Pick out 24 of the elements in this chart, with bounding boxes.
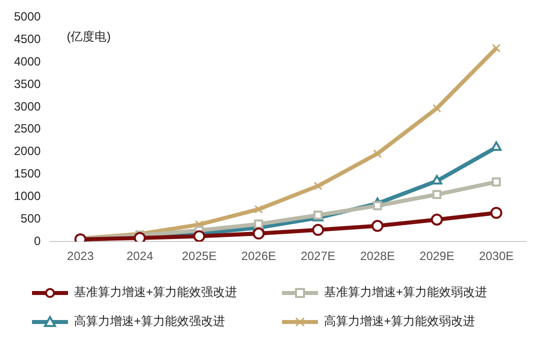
y-tick-label: 1500 — [14, 166, 42, 181]
legend-label: 高算力增速+算力能效弱改进 — [324, 313, 476, 330]
y-tick-label: 4000 — [14, 54, 42, 68]
y-tick-label: 4500 — [14, 32, 42, 46]
x-tick-label: 2023 — [67, 249, 94, 264]
x-tick-label: 2024 — [126, 249, 154, 264]
x-tick-label: 2026E — [241, 249, 276, 264]
x-tick-label: 2028E — [360, 249, 395, 264]
y-tick-label: 1000 — [14, 189, 42, 204]
y-tick-label: 500 — [20, 211, 42, 226]
y-tick-label: 3000 — [14, 99, 42, 114]
y-axis-title: (亿度电) — [66, 30, 111, 44]
x-tick-label: 2025E — [182, 249, 217, 264]
y-tick-label: 3500 — [14, 76, 42, 91]
y-tick-label: 5000 — [14, 10, 42, 24]
legend-label: 高算力增速+算力能效强改进 — [74, 313, 226, 330]
x-tick-label: 2029E — [420, 249, 454, 264]
y-tick-label: 2000 — [14, 144, 42, 158]
x-tick-label: 2030E — [478, 249, 514, 264]
legend-label: 基准算力增速+算力能效弱改进 — [324, 284, 488, 301]
x-tick-label: 2027E — [300, 249, 336, 264]
legend-label: 基准算力增速+算力能效强改进 — [74, 284, 238, 301]
y-tick-label: 0 — [34, 234, 42, 248]
y-tick-label: 2500 — [14, 122, 42, 136]
